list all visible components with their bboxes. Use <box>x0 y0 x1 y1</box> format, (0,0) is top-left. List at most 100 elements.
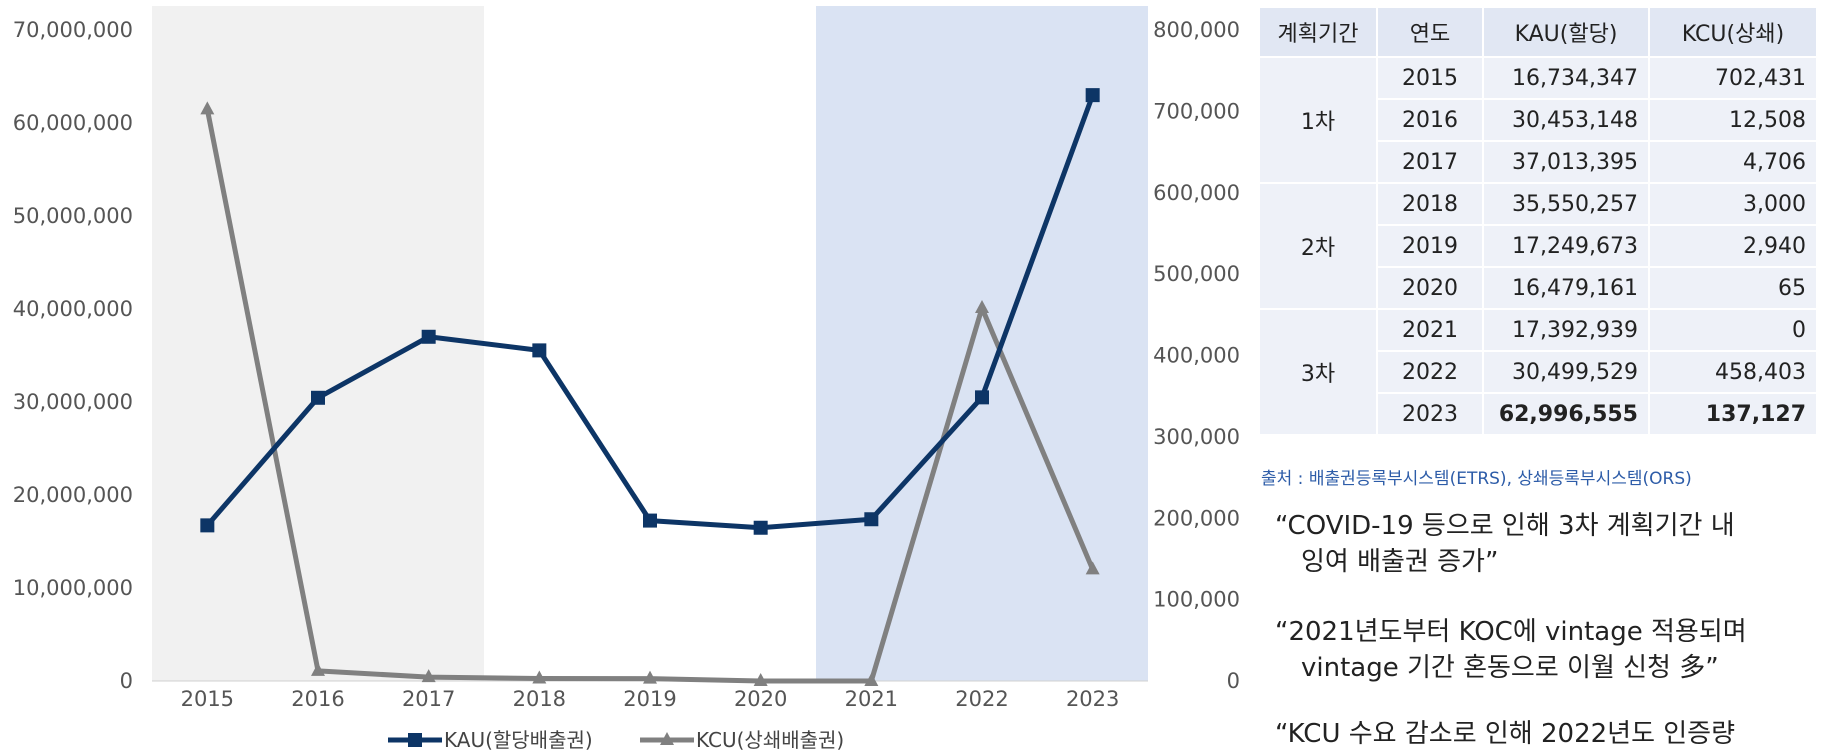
table-row: 2017 37,013,395 4,706 <box>1259 140 1818 184</box>
y-right-tick-label: 800,000 <box>1153 18 1240 42</box>
kcu-cell: 137,127 <box>1648 392 1818 436</box>
kau-point <box>643 513 657 528</box>
header-period: 계획기간 <box>1258 6 1378 58</box>
kcu-point <box>200 101 215 115</box>
legend-label-2: KCU(상쇄배출권) <box>696 728 844 751</box>
x-tick-label: 2017 <box>402 687 455 711</box>
kau-cell: 35,550,257 <box>1482 182 1650 226</box>
table-body: 1차 2015 16,734,347 702,431 2016 30,453,148 12,… <box>1258 56 1818 436</box>
y-right-tick-label: 0 <box>1227 669 1240 693</box>
quote-3: “KCU 수요 감소로 인해 2022년도 인증량 <box>1275 716 1735 752</box>
kcu-point <box>975 299 989 313</box>
kau-cell: 30,499,529 <box>1482 350 1650 394</box>
year-cell: 2020 <box>1376 266 1484 310</box>
y-right-tick-label: 400,000 <box>1153 344 1240 368</box>
period-cell: 3차 <box>1258 308 1378 436</box>
kcu-point <box>311 662 325 676</box>
y-left-tick-label: 60,000,000 <box>13 111 133 135</box>
kcu-cell: 3,000 <box>1648 182 1818 226</box>
header-year: 연도 <box>1376 6 1484 58</box>
quote-1-line1: “COVID-19 등으로 인해 3차 계획기간 내 <box>1275 511 1735 541</box>
kau-cell: 16,734,347 <box>1482 56 1650 100</box>
quote-1: “COVID-19 등으로 인해 3차 계획기간 내 잉여 배출권 증가” <box>1275 508 1735 580</box>
kau-point <box>200 518 215 533</box>
y-right-tick-label: 700,000 <box>1153 99 1240 123</box>
kcu-point <box>1085 561 1100 575</box>
quote-2-line1: “2021년도부터 KOC에 vintage 적용되며 <box>1275 617 1747 647</box>
year-cell: 2023 <box>1376 392 1484 436</box>
kau-point <box>975 390 989 405</box>
kau-cell: 37,013,395 <box>1482 140 1650 184</box>
quote-3-line1: “KCU 수요 감소로 인해 2022년도 인증량 <box>1275 719 1736 749</box>
kau-cell: 16,479,161 <box>1482 266 1650 310</box>
kcu-point <box>421 669 436 683</box>
axes: 0 10,000,000 20,000,000 30,000,000 40,000,00… <box>13 18 1240 711</box>
header-kau: KAU(할당) <box>1482 6 1650 58</box>
x-tick-label: 2023 <box>1066 687 1119 711</box>
series-markers <box>200 88 1100 686</box>
x-tick-label: 2016 <box>291 687 344 711</box>
kau-cell: 17,249,673 <box>1482 224 1650 268</box>
kau-point <box>1085 88 1100 103</box>
legend-label-1: KAU(할당배출권) <box>444 728 593 751</box>
y-left-tick-label: 30,000,000 <box>13 390 133 414</box>
y-right-tick-label: 300,000 <box>1153 425 1240 449</box>
year-cell: 2019 <box>1376 224 1484 268</box>
allocation-table: 계획기간 연도 KAU(할당) KCU(상쇄) 1차 2015 16,734,347… <box>1258 6 1818 436</box>
kcu-point <box>753 672 768 686</box>
y-left-tick-label: 70,000,000 <box>13 18 133 42</box>
y-left-tick-label: 40,000,000 <box>13 297 133 321</box>
table-row: 2019 17,249,673 2,940 <box>1259 224 1818 268</box>
kcu-point <box>864 673 879 686</box>
quote-2: “2021년도부터 KOC에 vintage 적용되며 vintage 기간 혼… <box>1275 614 1747 686</box>
table-row: 2차 2018 35,550,257 3,000 <box>1258 182 1818 310</box>
quote-1-line2: 잉여 배출권 증가” <box>1301 547 1499 577</box>
year-cell: 2017 <box>1376 140 1484 184</box>
table-row: 2023 62,996,555 137,127 <box>1259 392 1818 436</box>
period-cell: 2차 <box>1258 182 1378 310</box>
header-kcu: KCU(상쇄) <box>1648 6 1818 58</box>
x-tick-label: 2015 <box>181 687 234 711</box>
legend: KAU(할당배출권) KCU(상쇄배출권) <box>388 728 844 751</box>
legend-marker-square <box>408 733 422 747</box>
kau-point <box>421 329 436 344</box>
kau-cell: 30,453,148 <box>1482 98 1650 142</box>
kau-cell: 62,996,555 <box>1482 392 1650 436</box>
emissions-line-chart: 0 10,000,000 20,000,000 30,000,000 40,000,00… <box>13 6 1240 751</box>
y-left-tick-label: 0 <box>120 669 133 693</box>
x-tick-label: 2018 <box>513 687 566 711</box>
table-row: 2020 16,479,161 65 <box>1259 266 1818 310</box>
kcu-cell: 458,403 <box>1648 350 1818 394</box>
kcu-cell: 2,940 <box>1648 224 1818 268</box>
x-tick-label: 2022 <box>955 687 1008 711</box>
table-row: 3차 2021 17,392,939 0 <box>1258 308 1818 436</box>
kcu-cell: 0 <box>1648 308 1818 352</box>
source-note: 출처 : 배출권등록부시스템(ETRS), 상쇄등록부시스템(ORS) <box>1261 469 1692 489</box>
y-right-tick-label: 600,000 <box>1153 181 1240 205</box>
x-tick-label: 2020 <box>734 687 787 711</box>
kau-cell: 17,392,939 <box>1482 308 1650 352</box>
y-right-tick-label: 200,000 <box>1153 506 1240 530</box>
kcu-cell: 4,706 <box>1648 140 1818 184</box>
kcu-cell: 65 <box>1648 266 1818 310</box>
table-row: 2022 30,499,529 458,403 <box>1259 350 1818 394</box>
kcu-point <box>643 670 657 684</box>
kau-point <box>864 512 879 527</box>
y-left-tick-label: 10,000,000 <box>13 576 133 600</box>
period-cell: 1차 <box>1258 56 1378 184</box>
y-right-tick-label: 100,000 <box>1153 588 1240 612</box>
year-cell: 2018 <box>1376 182 1484 226</box>
kcu-cell: 12,508 <box>1648 98 1818 142</box>
table-row: 2016 30,453,148 12,508 <box>1259 98 1818 142</box>
kcu-cell: 702,431 <box>1648 56 1818 100</box>
kau-point <box>753 520 768 535</box>
table-header-row: 계획기간 연도 KAU(할당) KCU(상쇄) <box>1258 6 1818 58</box>
shaded-band-2 <box>816 6 1148 681</box>
legend-marker-triangle <box>660 732 674 745</box>
y-right-tick-label: 500,000 <box>1153 262 1240 286</box>
year-cell: 2021 <box>1376 308 1484 352</box>
kcu-point <box>532 670 547 684</box>
year-cell: 2015 <box>1376 56 1484 100</box>
x-tick-label: 2019 <box>623 687 676 711</box>
year-cell: 2022 <box>1376 350 1484 394</box>
